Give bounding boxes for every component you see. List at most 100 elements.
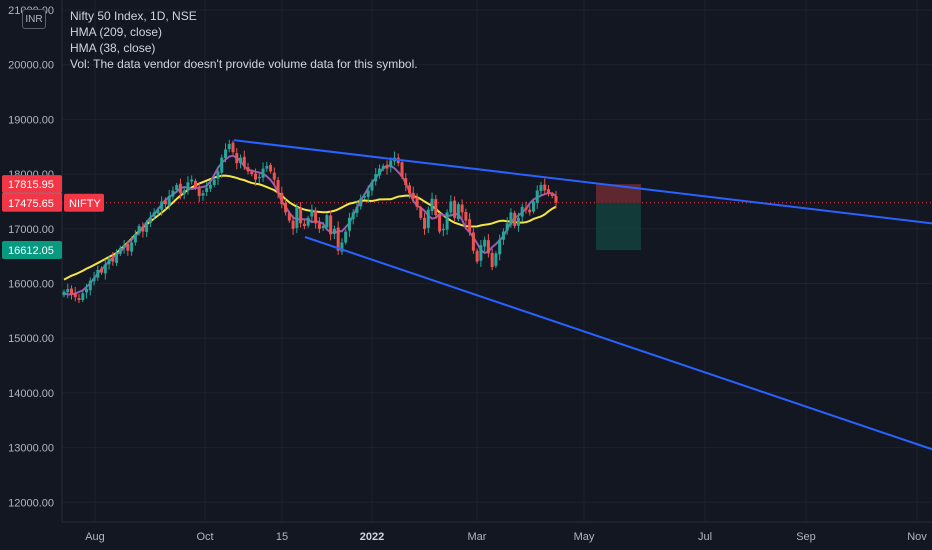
candle-body [554, 195, 558, 203]
candle-body [362, 195, 366, 198]
candle-body [205, 187, 209, 192]
candle-body [355, 206, 359, 213]
candle-body [479, 245, 483, 261]
candle-body [344, 231, 348, 243]
candle-body [223, 149, 227, 159]
candle-body [227, 144, 231, 150]
candle-body [306, 217, 310, 226]
legend: Nifty 50 Index, 1D, NSE HMA (209, close)… [70, 8, 418, 72]
candle-body [377, 168, 381, 176]
candle-body [291, 220, 295, 229]
candle-body [62, 291, 66, 296]
lower-trendline [304, 236, 932, 451]
candle-body [235, 153, 239, 164]
y-tick-label: 15000.00 [8, 333, 54, 345]
candle-body [242, 156, 246, 166]
upper-trendline [233, 139, 932, 225]
y-tick-label: 13000.00 [8, 443, 54, 455]
symbol-badge [64, 193, 104, 212]
candle-body [231, 142, 235, 153]
symbol-badge-label: NIFTY [69, 198, 101, 210]
x-tick-label: Jul [698, 531, 712, 543]
candle-body [456, 204, 460, 220]
candle-body [280, 192, 284, 205]
candle-body [347, 217, 351, 231]
candle-body [118, 247, 122, 254]
candle-body [160, 201, 164, 210]
x-tick-label: Aug [85, 531, 105, 543]
candle-body [220, 157, 224, 173]
candle-body [261, 168, 265, 178]
candle-body [404, 178, 408, 186]
candle-body [490, 252, 494, 268]
y-tick-label: 17000.00 [8, 224, 54, 236]
candle-body [430, 198, 434, 211]
candle-body [182, 190, 186, 195]
candle-body [426, 209, 430, 228]
candle-body [88, 280, 92, 291]
candle-body [250, 171, 254, 175]
candle-body [299, 208, 303, 224]
candle-body [516, 217, 520, 226]
currency-button[interactable]: INR [22, 9, 46, 29]
x-tick-label: 15 [276, 531, 288, 543]
candle-body [509, 212, 513, 225]
candle-body [325, 215, 329, 228]
legend-hma-short: HMA (38, close) [70, 41, 156, 55]
candle-body [92, 278, 96, 282]
trendlines[interactable] [233, 139, 932, 451]
candle-body [201, 193, 205, 196]
candle-body [81, 293, 85, 300]
candle-body [265, 165, 269, 169]
candle-body [145, 223, 149, 232]
candle-body [70, 288, 74, 295]
legend-hma-long: HMA (209, close) [70, 25, 163, 39]
candle-body [449, 201, 453, 213]
candle-body [130, 242, 134, 252]
y-tick-label: 14000.00 [8, 388, 54, 400]
price-badge [2, 193, 62, 212]
candle-body [329, 215, 333, 235]
x-tick-label: Nov [907, 531, 927, 543]
candle-body [193, 180, 197, 188]
candle-body [152, 212, 156, 217]
candle-body [471, 232, 475, 251]
candle-body [175, 185, 179, 191]
candle-body [272, 172, 276, 180]
candle-body [115, 253, 119, 263]
candle-body [100, 268, 104, 273]
candle-body [77, 298, 81, 300]
candle-body [197, 188, 201, 196]
candle-body [505, 223, 509, 231]
candle-body [408, 185, 412, 194]
candle-body [178, 183, 182, 194]
candle-body [445, 212, 449, 230]
candle-body [321, 226, 325, 228]
candle-body [494, 253, 498, 266]
candle-body [370, 182, 374, 191]
candle-body [539, 185, 543, 191]
candle-body [103, 264, 107, 274]
price-badge-label: 17815.95 [8, 179, 54, 191]
candle-body [419, 207, 423, 218]
candle-body [411, 192, 415, 199]
candle-body [257, 176, 261, 179]
candle-body [524, 207, 528, 210]
candle-body [107, 258, 111, 265]
candle-body [535, 190, 539, 203]
candle-body [483, 239, 487, 247]
candle-body [340, 242, 344, 252]
x-tick-label: 2022 [360, 531, 384, 543]
y-axis: 12000.00 13000.00 14000.00 15000.00 16000.00… [8, 0, 932, 523]
hma-lines [63, 154, 557, 296]
candle-body [486, 240, 490, 254]
candle-body [148, 217, 152, 223]
candle-body [438, 214, 442, 232]
candle-body [336, 227, 340, 251]
candle-body [96, 269, 100, 278]
candle-body [239, 157, 243, 164]
candle-body [186, 182, 190, 191]
candle-body [550, 194, 554, 196]
